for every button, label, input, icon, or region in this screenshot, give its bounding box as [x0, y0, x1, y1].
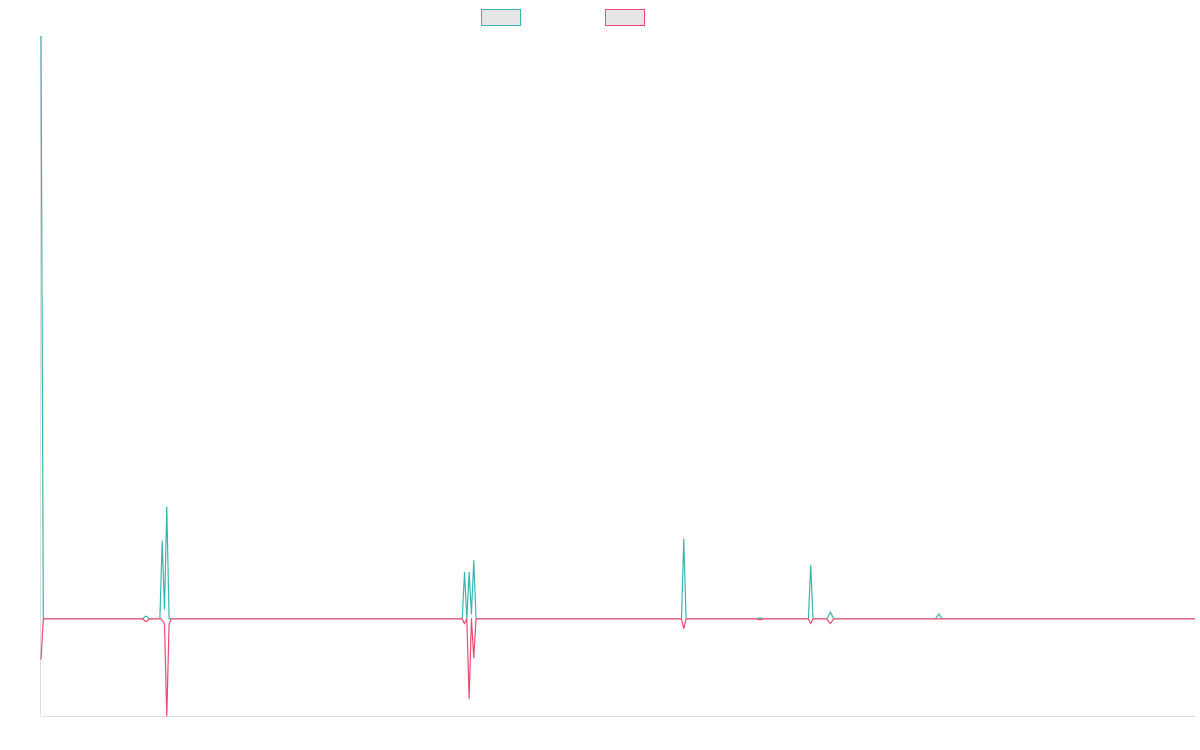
series-line-2 [40, 618, 1195, 717]
legend-swatch-1[interactable] [481, 9, 521, 26]
series-layer [40, 35, 1195, 717]
legend-swatch-2[interactable] [605, 9, 645, 26]
legend[interactable] [481, 9, 645, 26]
series-line-1 [40, 35, 1195, 620]
axes [40, 36, 1195, 717]
